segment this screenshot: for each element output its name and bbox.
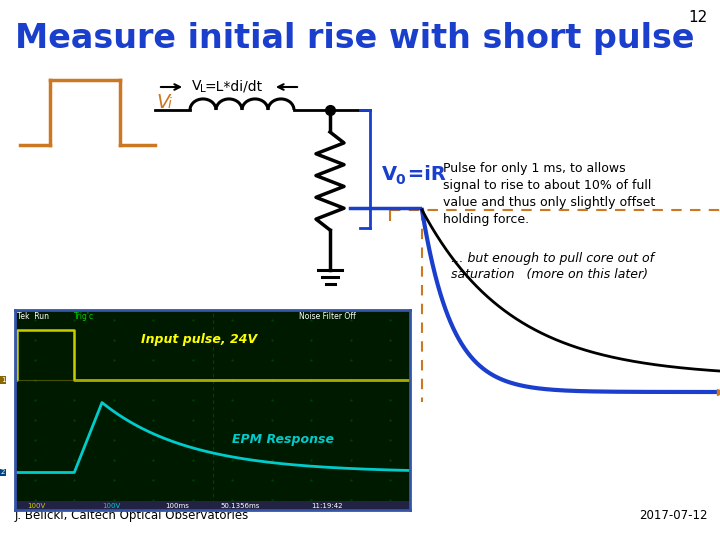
Text: Trig'c: Trig'c bbox=[74, 312, 94, 321]
Text: saturation   (more on this later): saturation (more on this later) bbox=[451, 268, 648, 281]
Text: 50.1356ms: 50.1356ms bbox=[220, 503, 260, 509]
Text: signal to rise to about 10% of full: signal to rise to about 10% of full bbox=[443, 179, 652, 192]
Text: Noise Filter Off: Noise Filter Off bbox=[300, 312, 356, 321]
Text: 12: 12 bbox=[689, 10, 708, 25]
Text: value and thus only slightly offset: value and thus only slightly offset bbox=[443, 196, 655, 209]
Text: 100V: 100V bbox=[102, 503, 120, 509]
Text: V: V bbox=[382, 165, 397, 185]
Text: =L*di/dt: =L*di/dt bbox=[205, 79, 263, 93]
Text: Input pulse, 24V: Input pulse, 24V bbox=[141, 334, 258, 347]
Text: holding force.: holding force. bbox=[443, 213, 529, 226]
Text: 0: 0 bbox=[395, 173, 405, 187]
Text: i: i bbox=[168, 97, 172, 111]
Text: 1: 1 bbox=[1, 377, 5, 383]
Text: 11:19:42: 11:19:42 bbox=[311, 503, 343, 509]
Text: Pulse for only 1 ms, to allows: Pulse for only 1 ms, to allows bbox=[443, 162, 626, 175]
Text: =iR: =iR bbox=[401, 165, 446, 185]
Text: L: L bbox=[200, 84, 206, 94]
Text: Tek  Run: Tek Run bbox=[17, 312, 49, 321]
Text: EPM Response: EPM Response bbox=[233, 434, 334, 447]
Text: … but enough to pull core out of: … but enough to pull core out of bbox=[451, 252, 654, 265]
Text: V: V bbox=[156, 93, 169, 112]
Bar bbox=[15, 501, 410, 510]
Text: 2: 2 bbox=[1, 469, 5, 476]
Text: 100ms: 100ms bbox=[165, 503, 189, 509]
Text: Measure initial rise with short pulse: Measure initial rise with short pulse bbox=[15, 22, 695, 55]
Text: V: V bbox=[192, 79, 202, 93]
Text: 2017-07-12: 2017-07-12 bbox=[639, 509, 708, 522]
Text: J. Belicki, Caltech Optical Observatories: J. Belicki, Caltech Optical Observatorie… bbox=[15, 509, 249, 522]
Text: 100V: 100V bbox=[27, 503, 45, 509]
